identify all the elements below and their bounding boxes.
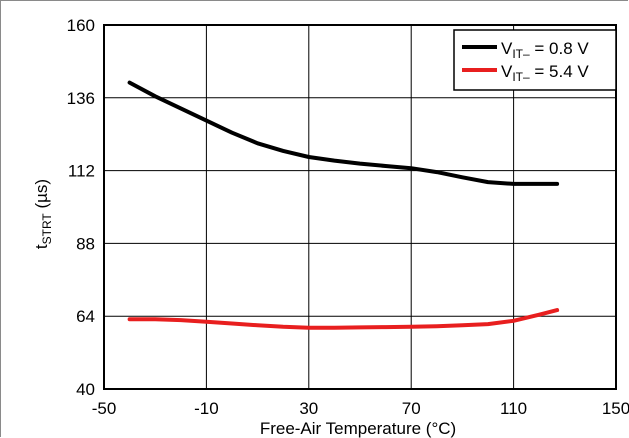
y-tick-label: 160 <box>67 16 95 35</box>
x-axis-label: Free-Air Temperature (°C) <box>260 419 456 438</box>
legend-label-series-2: VIT– = 5.4 V <box>501 62 589 84</box>
y-tick-label: 136 <box>67 89 95 108</box>
x-tick-label: 110 <box>500 399 527 418</box>
series-line-1 <box>127 80 560 186</box>
y-axis-label-main: t <box>32 244 51 249</box>
y-axis-label: tSTRT (µs) <box>32 179 54 249</box>
x-tick-label: 30 <box>299 399 318 418</box>
x-tick-label: 150 <box>602 399 629 418</box>
y-tick-label: 112 <box>68 162 95 181</box>
x-tick-label: -10 <box>194 399 219 418</box>
legend-label-series-1: VIT– = 0.8 V <box>501 39 589 61</box>
legend: VIT– = 0.8 V VIT– = 5.4 V <box>453 29 617 91</box>
plot-border <box>103 24 617 390</box>
y-tick-label: 64 <box>76 307 95 326</box>
legend-box <box>453 29 617 91</box>
y-tick-label: 40 <box>76 380 95 399</box>
x-tick-labels: -50 -10 30 70 110 150 <box>92 399 629 418</box>
x-tick-label: 70 <box>402 399 421 418</box>
y-axis-label-sub: STRT <box>40 213 54 245</box>
series-lines <box>127 80 560 330</box>
series-line-2 <box>127 308 560 330</box>
y-axis-label-unit: (µs) <box>32 179 51 213</box>
y-tick-label: 88 <box>76 234 95 253</box>
x-tick-label: -50 <box>92 399 117 418</box>
y-tick-labels: 40 64 88 112 136 160 <box>67 16 95 399</box>
